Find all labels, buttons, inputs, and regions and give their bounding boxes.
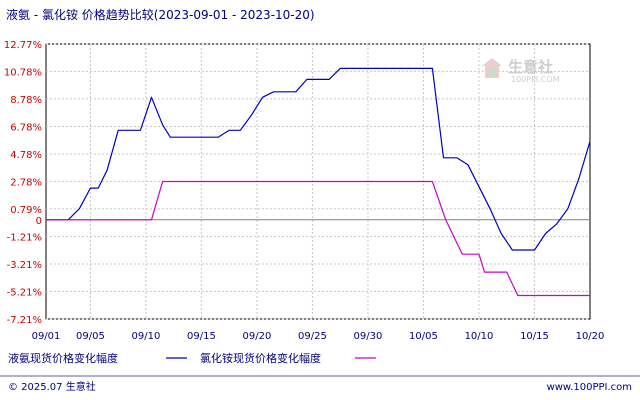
grid — [46, 43, 590, 320]
legend-label-series-2: 氯化铵现货价格变化幅度 — [200, 351, 321, 365]
y-tick-label: 6.78% — [10, 122, 42, 133]
series-lines — [46, 67, 591, 297]
y-tick-label: -5.21% — [7, 287, 42, 298]
x-tick-label: 09/30 — [354, 331, 383, 342]
x-tick-label: 09/25 — [298, 331, 327, 342]
series-line-1 — [46, 67, 591, 251]
y-tick-label: 0 — [36, 216, 42, 227]
x-tick-label: 10/15 — [520, 331, 549, 342]
y-tick-label: -7.21% — [7, 315, 42, 326]
y-tick-label: 0.79% — [10, 205, 42, 216]
y-tick-label: 4.78% — [10, 150, 42, 161]
legend-label-series-1: 液氨现货价格变化幅度 — [8, 351, 118, 365]
x-axis-ticks: 09/01 09/05 09/10 09/15 09/20 09/25 09/30 10/05… — [32, 331, 605, 342]
y-tick-label: 2.78% — [10, 178, 42, 189]
series-line-2 — [46, 180, 590, 297]
y-tick-label: 8.78% — [10, 95, 42, 106]
x-tick-label: 09/01 — [32, 331, 61, 342]
x-tick-label: 09/20 — [243, 331, 272, 342]
y-tick-label: 12.77% — [4, 40, 42, 51]
x-tick-label: 09/15 — [187, 331, 216, 342]
y-tick-label: 10.78% — [4, 67, 42, 78]
footer-copyright: © 2025.07 生意社 — [8, 380, 96, 393]
x-tick-label: 10/10 — [465, 331, 494, 342]
footer-website-link[interactable]: www.100PPI.com — [547, 382, 632, 393]
legend: 液氨现货价格变化幅度 氯化铵现货价格变化幅度 — [8, 351, 376, 365]
y-tick-label: -1.21% — [7, 232, 42, 243]
x-tick-label: 09/05 — [76, 331, 105, 342]
watermark-text: 生意社 — [508, 58, 553, 76]
y-axis-ticks: 12.77% 10.78% 8.78% 6.78% 4.78% 2.78% 0.79%0 -1… — [4, 40, 42, 326]
x-tick-label: 09/10 — [132, 331, 161, 342]
watermark-url: 100PPI.COM — [511, 75, 560, 84]
watermark: 生意社 100PPI.COM — [482, 58, 560, 84]
watermark-door-icon — [489, 68, 495, 78]
x-tick-label: 10/05 — [409, 331, 438, 342]
chart-title: 液氨 - 氯化铵 价格趋势比较(2023-09-01 - 2023-10-20) — [6, 7, 315, 22]
x-tick-label: 10/20 — [576, 331, 605, 342]
y-tick-label: -3.21% — [7, 260, 42, 271]
